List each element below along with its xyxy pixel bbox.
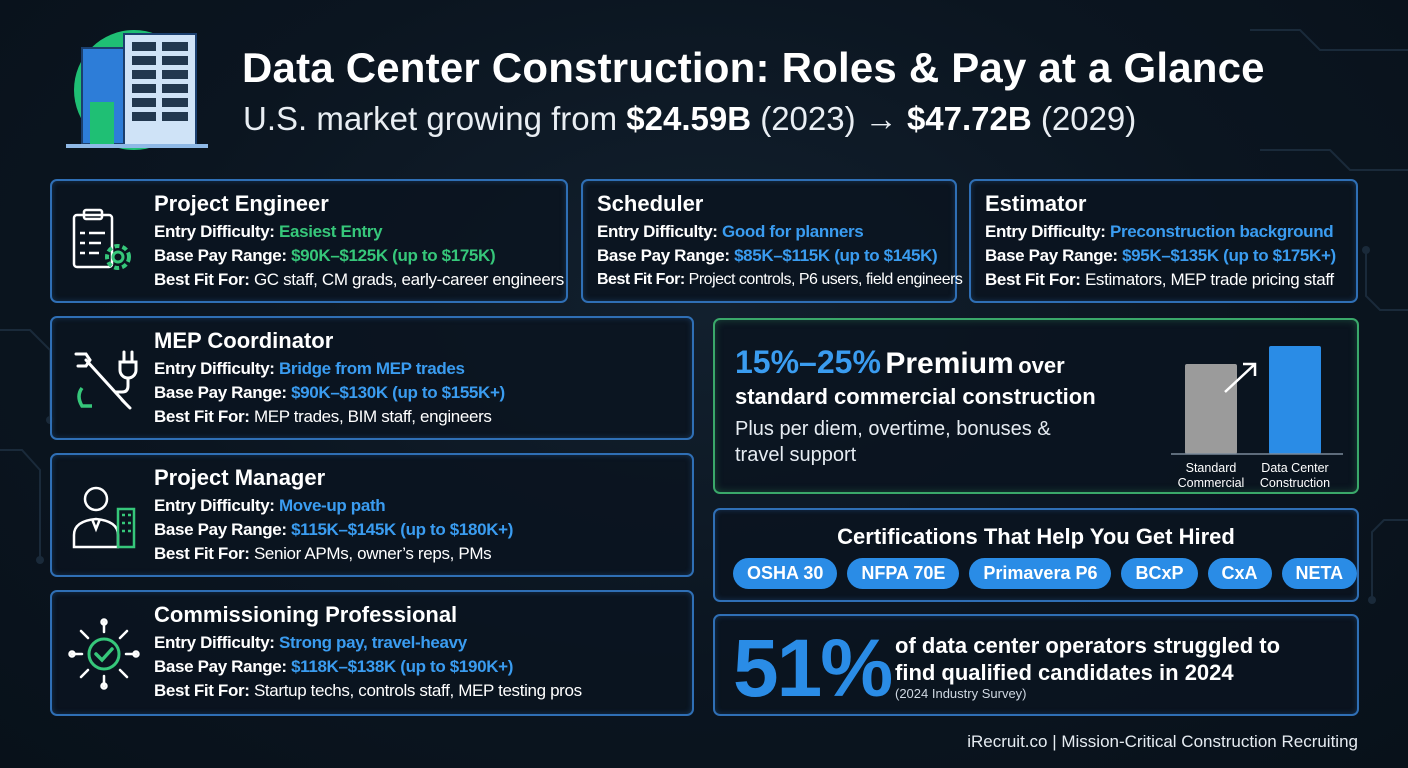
entry-difficulty: Easiest Entry [279,222,383,241]
best-fit: Project controls, P6 users, field engine… [688,271,963,288]
cert-badge-bcxp: BCxP [1121,558,1198,589]
cert-badge-primavera-p6: Primavera P6 [969,558,1112,589]
pay-range: $90K–$130K (up to $155K+) [291,383,505,402]
pay-range: $115K–$145K (up to $180K+) [291,520,514,539]
best-fit: GC staff, CM grads, early-career enginee… [253,270,564,289]
wrench-plug-icon [74,350,138,410]
premium-benefits: Plus per diem, overtime, bonuses & trave… [735,418,1051,466]
role-card-project-engineer: Project Engineer Entry Difficulty: Easie… [50,179,568,303]
premium-headline: 15%–25% Premium over [735,344,1065,380]
bar-data-center-construction [1269,346,1321,454]
statistic-description: of data center operators struggled to fi… [895,633,1281,685]
checkmark-tools-icon [68,618,140,690]
cert-badge-cxa: CxA [1207,558,1272,589]
role-card-project-manager: Project Manager Entry Difficulty: Move-u… [50,453,694,577]
role-title: Scheduler [597,191,704,216]
category-label-standard: Commercial [1178,476,1245,490]
data-center-building-logo [66,30,208,150]
role-title: Estimator [985,191,1087,216]
role-title: Project Manager [154,465,326,490]
pay-range: $118K–$138K (up to $190K+) [291,657,514,676]
role-card-commissioning-professional: Commissioning Professional Entry Difficu… [50,590,694,716]
best-fit: MEP trades, BIM staff, engineers [253,407,492,426]
statistic-card: 51% of data center operators struggled t… [713,614,1359,716]
cert-badge-osha-30: OSHA 30 [733,558,838,589]
role-card-mep-coordinator: MEP Coordinator Entry Difficulty: Bridge… [50,316,694,440]
bar-standard-commercial [1185,364,1237,454]
cert-badge-neta: NETA [1281,558,1358,589]
manager-building-icon [72,486,136,549]
pay-range: $95K–$135K (up to $175K+) [1122,246,1336,265]
entry-difficulty: Preconstruction background [1110,222,1334,241]
best-fit: Estimators, MEP trade pricing staff [1084,270,1334,289]
role-title: MEP Coordinator [154,328,334,353]
role-card-scheduler: Scheduler Entry Difficulty: Good for pla… [581,179,963,303]
pay-range: $90K–$125K (up to $175K) [291,246,496,265]
statistic-value: 51% [733,623,893,714]
cert-badge-nfpa-70e: NFPA 70E [847,558,960,589]
entry-difficulty: Bridge from MEP trades [279,359,465,378]
role-card-estimator: Estimator Entry Difficulty: Preconstruct… [969,179,1358,303]
role-text: Project Engineer Entry Difficulty: Easie… [154,191,564,289]
clipboard-gear-icon [72,208,131,270]
page-subtitle: U.S. market growing from $24.59B (2023) … [243,100,1137,137]
premium-comparison: standard commercial construction [735,384,1096,409]
statistic-source: (2024 Industry Survey) [895,686,1027,701]
role-title: Project Engineer [154,191,329,216]
pay-range: $85K–$115K (up to $145K) [734,246,938,265]
premium-bar-chart: Standard Commercial Data Center Construc… [1171,346,1343,490]
category-label-standard: Standard [1186,461,1237,475]
certification-list: OSHA 30 NFPA 70E Primavera P6 BCxP CxA N… [733,558,1358,589]
best-fit: Senior APMs, owner’s reps, PMs [253,544,492,563]
entry-difficulty: Move-up path [279,496,386,515]
entry-difficulty: Strong pay, travel-heavy [279,633,467,652]
certifications-card: Certifications That Help You Get Hired O… [713,508,1359,602]
page-title: Data Center Construction: Roles & Pay at… [242,44,1265,91]
footer-credit: iRecruit.co | Mission-Critical Construct… [967,732,1358,751]
category-label-data-center: Construction [1260,476,1330,490]
trend-arrow-icon [1224,362,1257,393]
category-label-data-center: Data Center [1261,461,1328,475]
premium-card: 15%–25% Premium over standard commercial… [713,318,1359,494]
role-title: Commissioning Professional [154,602,458,627]
best-fit: Startup techs, controls staff, MEP testi… [253,681,582,700]
certifications-title: Certifications That Help You Get Hired [837,524,1235,549]
entry-difficulty: Good for planners [722,222,864,241]
